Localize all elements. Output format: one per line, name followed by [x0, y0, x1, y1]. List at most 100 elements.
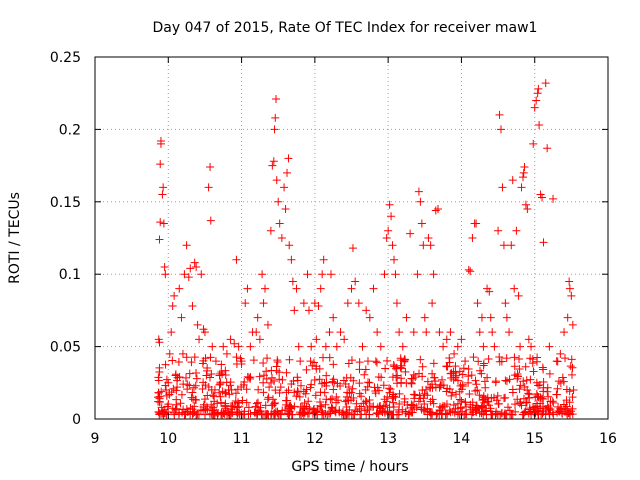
data-point — [491, 377, 500, 386]
data-point — [416, 355, 425, 364]
data-point — [316, 388, 325, 397]
data-point — [277, 234, 286, 242]
data-point — [172, 404, 181, 413]
data-point — [438, 375, 447, 384]
data-point — [336, 328, 345, 337]
data-point — [272, 362, 281, 371]
data-point — [386, 385, 395, 394]
data-point — [532, 357, 541, 366]
data-point — [178, 349, 187, 358]
data-point — [486, 313, 495, 322]
data-point — [391, 270, 400, 279]
data-point — [284, 154, 293, 163]
data-point — [532, 96, 541, 105]
data-point — [559, 377, 568, 386]
data-point — [207, 369, 216, 378]
data-point — [410, 390, 419, 399]
data-point — [234, 342, 243, 351]
data-point — [429, 270, 438, 279]
data-point — [237, 357, 246, 366]
data-point — [472, 219, 481, 228]
data-point — [446, 408, 455, 417]
data-point — [465, 389, 474, 398]
data-point — [329, 385, 338, 394]
data-point — [372, 358, 381, 367]
data-point — [515, 354, 524, 363]
data-point — [394, 405, 403, 414]
data-point — [210, 385, 219, 394]
data-point — [464, 265, 473, 274]
x-tick-label: 16 — [599, 431, 617, 447]
data-point — [488, 328, 497, 337]
data-point — [502, 354, 511, 363]
data-point — [521, 362, 530, 371]
data-point — [514, 291, 523, 300]
data-point — [216, 378, 225, 387]
data-point — [549, 194, 558, 203]
data-point — [462, 402, 470, 411]
data-point — [525, 405, 534, 414]
data-point — [479, 359, 488, 368]
data-point — [361, 385, 370, 394]
data-point — [263, 354, 272, 363]
data-point — [502, 377, 511, 386]
data-point — [281, 406, 290, 415]
data-point — [276, 383, 285, 392]
x-tick-label: 12 — [306, 431, 324, 447]
data-point — [464, 364, 473, 373]
data-point — [467, 371, 476, 380]
data-point — [348, 244, 357, 253]
data-point — [505, 328, 514, 337]
data-point — [294, 342, 303, 351]
data-point — [232, 353, 241, 362]
data-point — [423, 377, 432, 386]
data-point — [215, 388, 224, 397]
data-point — [182, 353, 191, 362]
data-point — [494, 226, 503, 235]
data-point — [287, 410, 296, 419]
data-point — [388, 241, 397, 250]
data-point — [497, 125, 506, 134]
data-point — [263, 395, 272, 404]
data-point — [221, 389, 230, 398]
data-point — [327, 403, 336, 412]
data-point — [206, 216, 215, 225]
data-point — [254, 385, 263, 394]
data-point — [206, 373, 215, 382]
x-axis-label: GPS time / hours — [291, 459, 408, 475]
data-point — [500, 394, 509, 403]
data-point — [395, 328, 404, 337]
data-point — [428, 408, 437, 417]
data-point — [442, 335, 451, 344]
data-point — [495, 357, 504, 366]
data-point — [246, 409, 255, 418]
data-point — [162, 391, 171, 400]
data-point — [494, 399, 503, 408]
data-point — [373, 328, 382, 337]
data-point — [435, 328, 444, 337]
data-point — [568, 404, 577, 413]
data-point — [233, 385, 242, 394]
data-point — [528, 359, 537, 368]
data-point — [315, 375, 324, 384]
data-point — [303, 409, 312, 418]
data-point — [435, 383, 444, 392]
data-point — [538, 193, 547, 202]
data-point — [155, 235, 164, 244]
data-point — [233, 403, 242, 412]
data-point — [485, 287, 494, 296]
data-point — [479, 403, 488, 412]
data-point — [521, 398, 530, 407]
data-point — [374, 373, 383, 382]
data-point — [515, 364, 524, 373]
data-point — [518, 173, 527, 182]
data-point — [479, 410, 488, 419]
data-point — [401, 409, 410, 418]
data-point — [369, 402, 378, 411]
data-point — [215, 371, 224, 380]
data-point — [412, 403, 421, 412]
data-point — [527, 342, 536, 351]
data-point — [206, 163, 215, 172]
data-point — [388, 394, 397, 403]
data-point — [408, 401, 417, 410]
